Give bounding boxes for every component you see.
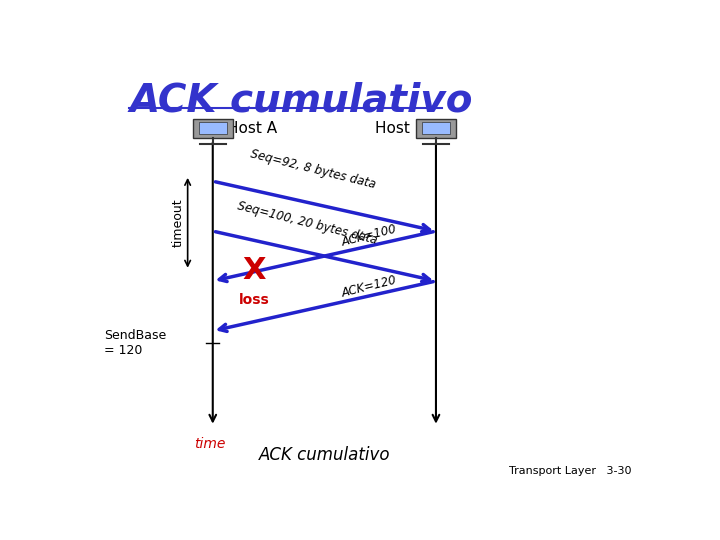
Text: Host B: Host B — [374, 122, 425, 136]
FancyBboxPatch shape — [416, 119, 456, 138]
Text: ACK=120: ACK=120 — [340, 273, 398, 300]
Text: loss: loss — [239, 294, 270, 307]
FancyBboxPatch shape — [199, 122, 227, 134]
Text: SendBase
= 120: SendBase = 120 — [104, 329, 166, 357]
Text: Seq=92, 8 bytes data: Seq=92, 8 bytes data — [249, 148, 377, 192]
Text: ACK=100: ACK=100 — [340, 222, 398, 248]
Text: ACK cumulativo: ACK cumulativo — [258, 446, 390, 464]
FancyBboxPatch shape — [193, 119, 233, 138]
FancyBboxPatch shape — [422, 122, 450, 134]
Text: time: time — [194, 437, 225, 451]
Text: timeout: timeout — [171, 199, 184, 247]
Text: ACK cumulativo: ACK cumulativo — [129, 82, 472, 119]
Text: Seq=100, 20 bytes data: Seq=100, 20 bytes data — [236, 199, 379, 246]
Text: Host A: Host A — [227, 122, 276, 136]
Text: Transport Layer   3-30: Transport Layer 3-30 — [509, 467, 631, 476]
Text: X: X — [243, 256, 266, 285]
